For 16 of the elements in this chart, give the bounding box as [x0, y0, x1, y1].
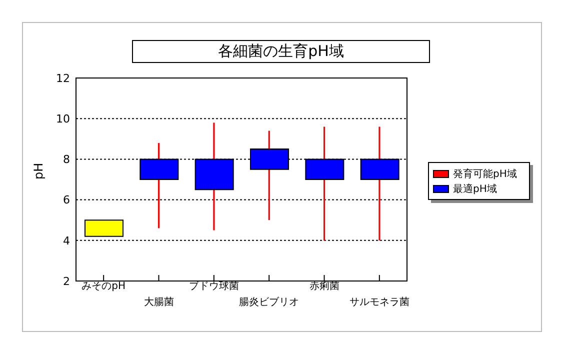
x-tick-label: サルモネラ菌: [349, 296, 410, 308]
y-tick-label: 6: [63, 194, 70, 207]
y-tick-label: 8: [63, 153, 70, 166]
y-tick-label: 10: [56, 112, 70, 126]
y-tick-label: 4: [63, 234, 70, 248]
legend-label: 最適pH域: [453, 182, 497, 196]
bar: [84, 220, 124, 237]
x-tick-label: 腸炎ビブリオ: [239, 296, 300, 308]
legend-label: 発育可能pH域: [453, 168, 517, 180]
y-tick-label: 12: [56, 72, 70, 85]
x-tick-label: 大腸菌: [144, 296, 174, 308]
chart-title: 各細菌の生育pH域: [132, 40, 430, 63]
y-axis-title: pH: [31, 162, 46, 180]
x-tick-label: 赤痢菌: [309, 280, 340, 292]
y-tick-label: 2: [63, 274, 70, 288]
x-tick-label: みそのpH: [82, 281, 126, 292]
